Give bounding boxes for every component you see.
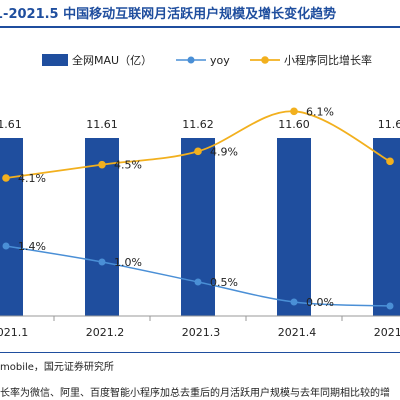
yoy-point	[290, 298, 298, 306]
yoy-label: 1.4%	[18, 240, 46, 253]
mini-program-point	[194, 147, 202, 156]
x-tick-label: 2021.3	[182, 326, 221, 339]
yoy-label: 0.0%	[306, 296, 334, 309]
chart: 11.61 11.61 11.62 11.60 11.6 2021.1 2021.2 2021…	[0, 53, 400, 339]
yoy-point	[194, 278, 202, 286]
chart-title: 1-2021.5 中国移动互联网月活跃用户规模及增长变化趋势	[0, 7, 337, 22]
bar-label: 11.6	[378, 118, 400, 131]
x-tick-label: 2021.1	[0, 326, 28, 339]
mini-program-label: 4.1%	[18, 172, 46, 185]
mini-program-point	[386, 157, 394, 166]
mini-program-label: 4.5%	[114, 159, 142, 172]
x-tick-label: 2021.4	[278, 326, 317, 339]
source-text: mobile，国元证券研究所	[0, 362, 114, 373]
yoy-label: 1.0%	[114, 256, 142, 269]
bar-2021.4	[277, 138, 311, 316]
mini-program-point	[98, 160, 106, 169]
yoy-point	[386, 302, 394, 310]
bar-label: 11.60	[278, 118, 310, 131]
x-tick-label: 2021.5	[374, 326, 400, 339]
yoy-point	[2, 242, 10, 250]
bar-2021.1	[0, 138, 23, 316]
mini-program-label: 4.9%	[210, 145, 238, 158]
bar-label: 11.62	[182, 118, 214, 131]
legend-label-mini: 小程序同比增长率	[284, 53, 372, 67]
mini-program-point	[2, 174, 10, 182]
title-bar: 1-2021.5 中国移动互联网月活跃用户规模及增长变化趋势	[0, 0, 400, 28]
yoy-point	[98, 258, 106, 266]
legend-swatch-bar	[42, 54, 68, 66]
mini-program-point	[290, 107, 298, 116]
legend-label-yoy: yoy	[210, 54, 230, 67]
mini-program-label: 6.1%	[306, 105, 334, 118]
yoy-label: 0.5%	[210, 276, 238, 289]
bar-2021.3	[181, 138, 215, 316]
x-tick-label: 2021.2	[86, 326, 125, 339]
note-text: 长率为微信、阿里、百度智能小程序加总去重后的月活跃用户规模与去年同期相比较的增	[0, 388, 390, 399]
bar-2021.5	[373, 138, 400, 316]
legend-marker-yoy	[187, 56, 195, 64]
bar-label: 11.61	[0, 118, 22, 131]
legend-marker-mini	[261, 56, 269, 64]
bar-label: 11.61	[86, 118, 118, 131]
divider	[0, 352, 400, 353]
legend-label-bar: 全网MAU（亿）	[72, 53, 152, 67]
